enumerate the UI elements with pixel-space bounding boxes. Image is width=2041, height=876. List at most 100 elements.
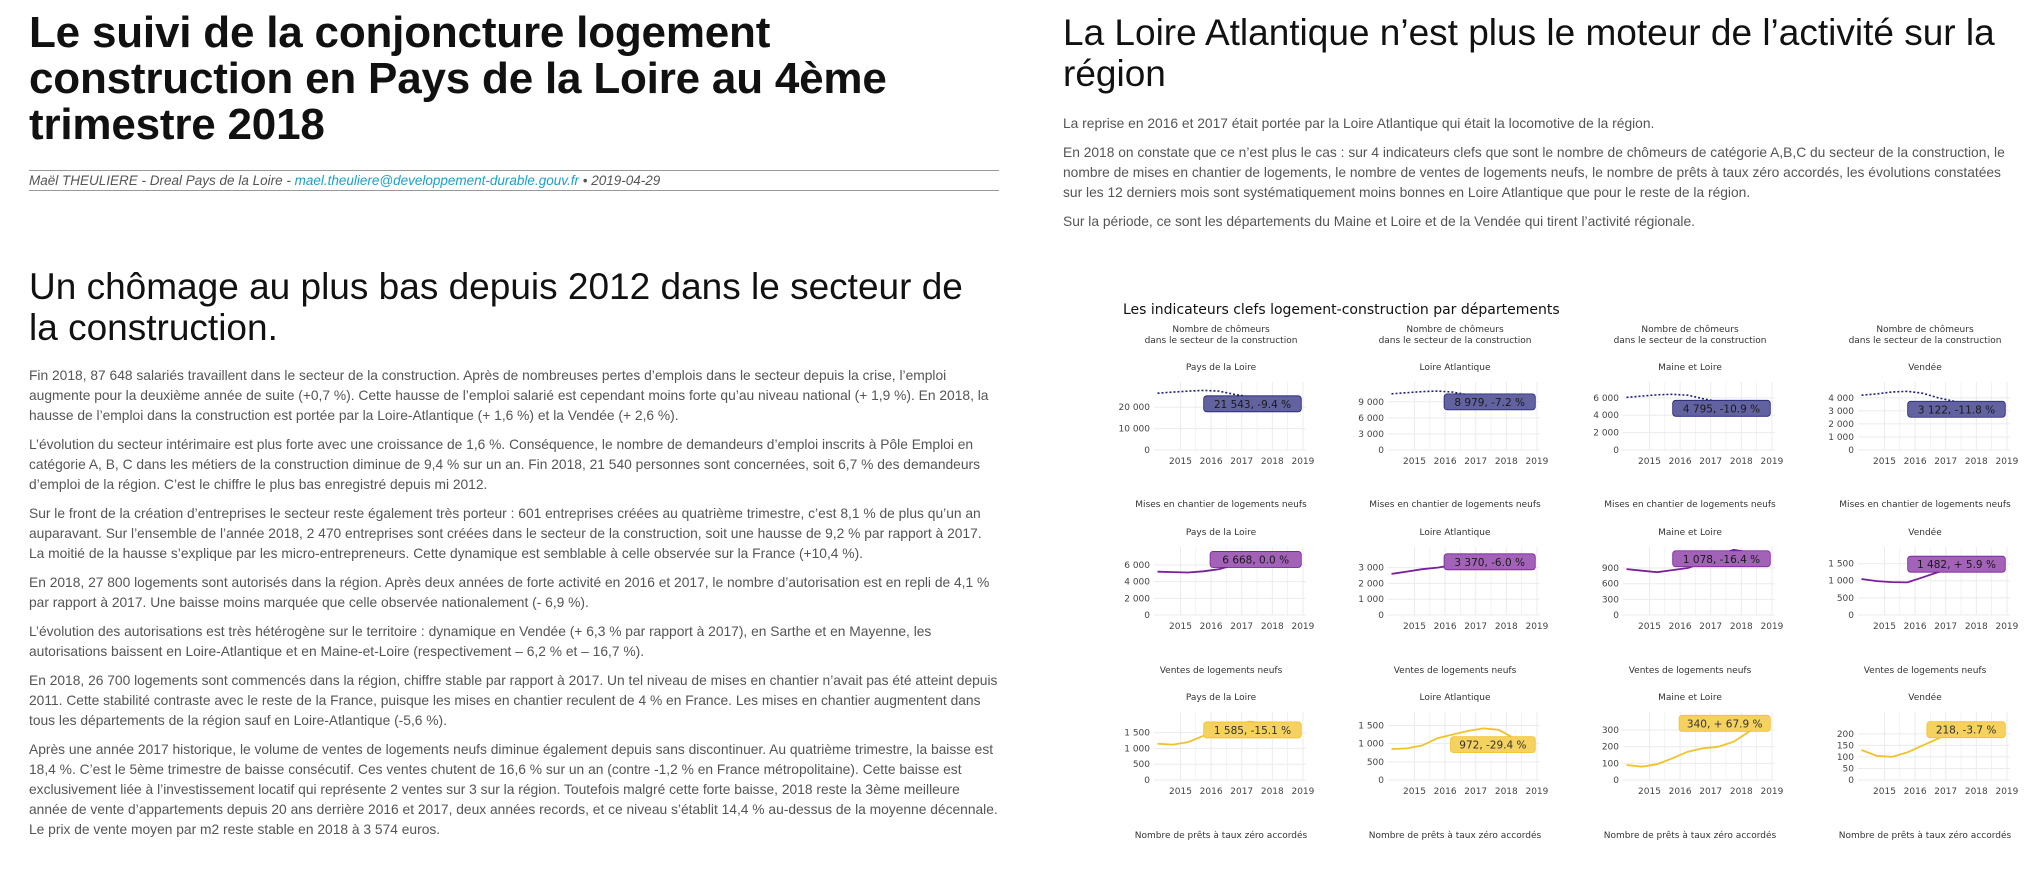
series-line <box>1626 722 1765 768</box>
value-label-box <box>1203 721 1302 739</box>
x-tick-label: 2018 <box>1261 787 1284 797</box>
x-tick-label: 2015 <box>1169 457 1192 467</box>
x-tick-label: 2016 <box>1434 622 1457 632</box>
x-tick-label: 2017 <box>1464 787 1487 797</box>
y-tick-label: 200 <box>1837 730 1854 740</box>
value-label: 340, + 67.9 % <box>1687 718 1763 730</box>
y-tick-label: 500 <box>1367 758 1384 768</box>
x-tick-label: 2017 <box>1230 457 1253 467</box>
panel-title: Vendée <box>1908 692 1942 703</box>
value-label-box <box>1443 553 1536 571</box>
x-tick-label: 2015 <box>1873 457 1896 467</box>
value-label-box <box>1203 395 1302 413</box>
paragraph: En 2018 on constate que ce n’est plus le… <box>1063 145 2005 200</box>
y-tick-label: 0 <box>1378 446 1384 456</box>
paragraph: En 2018, 27 800 logements sont autorisés… <box>29 575 990 610</box>
value-label: 3 370, -6.0 % <box>1454 557 1525 569</box>
x-tick-label: 2019 <box>1995 787 2018 797</box>
value-label: 218, -3.7 % <box>1936 725 1997 737</box>
x-tick-label: 2016 <box>1669 457 1692 467</box>
y-tick-label: 900 <box>1602 564 1619 574</box>
x-tick-label: 2019 <box>1291 457 1314 467</box>
y-tick-label: 6 000 <box>1358 414 1384 424</box>
x-tick-label: 2015 <box>1403 787 1426 797</box>
indicators-chart: Les indicateurs clefs logement-construct… <box>1119 302 2019 841</box>
email-link[interactable]: mael.theuliere@developpement-durable.gou… <box>294 173 579 188</box>
y-tick-label: 100 <box>1837 753 1854 763</box>
panel-title: Vendée <box>1908 527 1942 538</box>
value-label-box <box>1450 736 1536 754</box>
left-paragraphs: Fin 2018, 87 648 salariés travaillent da… <box>29 366 999 840</box>
x-tick-label: 2018 <box>1495 457 1518 467</box>
panel-row-label: Ventes de logements neufs <box>1864 666 1987 676</box>
panel-row-label: Nombre de prêts à taux zéro accordés <box>1604 830 1777 841</box>
x-tick-label: 2018 <box>1730 457 1753 467</box>
x-tick-label: 2016 <box>1904 622 1927 632</box>
series-line <box>1626 393 1765 410</box>
paragraph: En 2018, 26 700 logements sont commencés… <box>29 673 998 728</box>
panel-row-label: dans le secteur de la construction <box>1614 336 1767 346</box>
y-tick-label: 200 <box>1602 743 1619 753</box>
value-label: 21 543, -9.4 % <box>1214 399 1291 411</box>
panel-row-label: Ventes de logements neufs <box>1394 666 1517 676</box>
panel-row-label: Mises en chantier de logements neufs <box>1604 500 1776 510</box>
value-label-box <box>1907 555 2006 573</box>
y-tick-label: 3 000 <box>1358 430 1384 440</box>
x-tick-label: 2018 <box>1965 457 1988 467</box>
paragraph: Sur le front de la création d’entreprise… <box>29 506 982 561</box>
paragraph: Fin 2018, 87 648 salariés travaillent da… <box>29 368 989 423</box>
x-tick-label: 2019 <box>1995 622 2018 632</box>
y-tick-label: 1 500 <box>1358 721 1384 731</box>
y-tick-label: 1 000 <box>1358 595 1384 605</box>
y-tick-label: 3 000 <box>1828 407 1854 417</box>
x-tick-label: 2017 <box>1699 457 1722 467</box>
x-tick-label: 2018 <box>1965 787 1988 797</box>
x-tick-label: 2016 <box>1669 787 1692 797</box>
y-tick-label: 0 <box>1613 446 1619 456</box>
value-label-box <box>1926 721 2006 739</box>
value-label-box <box>1678 714 1771 732</box>
x-tick-label: 2017 <box>1934 622 1957 632</box>
x-tick-label: 2018 <box>1730 787 1753 797</box>
y-tick-label: 0 <box>1613 776 1619 786</box>
y-tick-label: 2 000 <box>1828 420 1854 430</box>
x-tick-label: 2018 <box>1261 457 1284 467</box>
x-tick-label: 2018 <box>1261 622 1284 632</box>
panel-row-label: dans le secteur de la construction <box>1379 336 1532 346</box>
chart-title: Les indicateurs clefs logement-construct… <box>1123 302 1560 318</box>
panel-title: Pays de la Loire <box>1186 363 1257 373</box>
value-label-box <box>1672 399 1771 417</box>
panel-title: Pays de la Loire <box>1186 693 1257 703</box>
y-tick-label: 9 000 <box>1358 398 1384 408</box>
y-tick-label: 2 000 <box>1124 594 1150 604</box>
y-tick-label: 0 <box>1144 611 1150 621</box>
value-label-box <box>1209 551 1302 568</box>
y-tick-label: 1 500 <box>1828 560 1854 570</box>
value-label-box <box>1672 550 1771 568</box>
x-tick-label: 2015 <box>1873 787 1896 797</box>
x-tick-label: 2015 <box>1169 622 1192 632</box>
right-paragraphs: La reprise en 2016 et 2017 était portée … <box>1063 114 2023 232</box>
x-tick-label: 2018 <box>1965 622 1988 632</box>
value-label: 6 668, 0.0 % <box>1222 554 1289 566</box>
x-tick-label: 2017 <box>1464 622 1487 632</box>
y-tick-label: 10 000 <box>1119 425 1151 435</box>
value-label: 1 078, -16.4 % <box>1683 554 1760 566</box>
left-column: Le suivi de la conjoncture logement cons… <box>29 0 999 849</box>
panel-title: Loire Atlantique <box>1420 363 1491 373</box>
panel-title: Loire Atlantique <box>1420 693 1491 703</box>
x-tick-label: 2015 <box>1403 622 1426 632</box>
y-tick-label: 2 000 <box>1358 579 1384 589</box>
x-tick-label: 2019 <box>1291 622 1314 632</box>
y-tick-label: 0 <box>1144 776 1150 786</box>
panel-row-label: Nombre de prêts à taux zéro accordés <box>1135 830 1308 841</box>
y-tick-label: 1 000 <box>1124 744 1150 754</box>
x-tick-label: 2019 <box>1525 787 1548 797</box>
panel-row-label: Ventes de logements neufs <box>1160 666 1283 676</box>
x-tick-label: 2019 <box>1760 787 1783 797</box>
series-line <box>1391 727 1530 750</box>
panel-row-label: Mises en chantier de logements neufs <box>1135 500 1307 510</box>
x-tick-label: 2016 <box>1904 457 1927 467</box>
panel-title: Maine et Loire <box>1658 528 1722 538</box>
y-tick-label: 1 000 <box>1828 433 1854 443</box>
